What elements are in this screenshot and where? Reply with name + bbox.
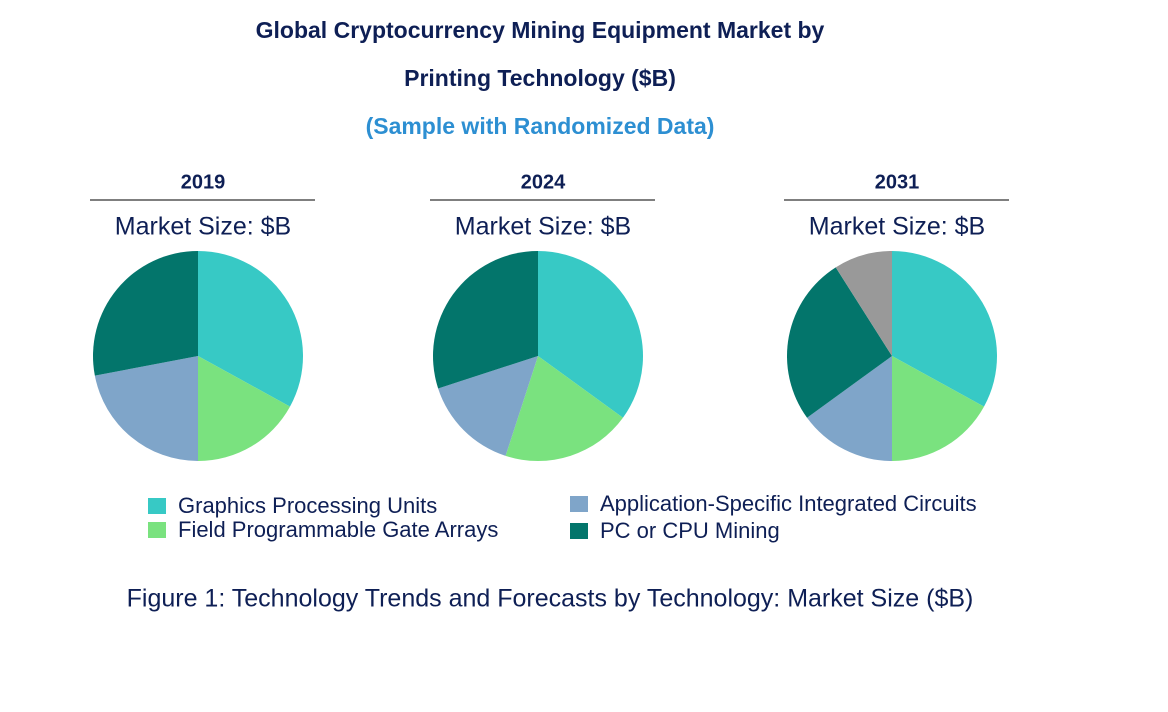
legend-swatch: [570, 496, 588, 512]
pie-slice: [94, 356, 198, 461]
legend-swatch: [148, 522, 166, 538]
pie-title: 2031: [875, 171, 920, 193]
legend-swatch: [570, 523, 588, 539]
legend-label: PC or CPU Mining: [600, 518, 780, 543]
pie-slice: [433, 251, 538, 389]
legend-label: Application-Specific Integrated Circuits: [600, 491, 977, 516]
pie-slice: [438, 356, 538, 456]
legend-swatch: [148, 498, 166, 514]
pie-slice: [807, 356, 892, 462]
pie-slice: [787, 267, 892, 418]
pie-slice: [892, 251, 998, 407]
pie-title: 2019: [181, 171, 226, 193]
caption: Figure 1: Technology Trends and Forecast…: [127, 585, 974, 613]
chart-title: Printing Technology ($B): [404, 65, 676, 91]
pie-slice: [538, 251, 644, 418]
legend-label: Field Programmable Gate Arrays: [178, 517, 498, 542]
pie-title: 2024: [521, 171, 566, 193]
pie-slice: [835, 251, 892, 356]
pie-subtitle: Market Size: $B: [809, 213, 985, 241]
chart-title: Global Cryptocurrency Mining Equipment M…: [256, 17, 825, 43]
pie-slice: [198, 251, 304, 407]
chart-subtitle: (Sample with Randomized Data): [366, 113, 715, 139]
pie-slice: [892, 356, 985, 461]
pie-subtitle: Market Size: $B: [455, 213, 631, 241]
pie-subtitle: Market Size: $B: [115, 213, 291, 241]
pie-slice: [198, 356, 291, 461]
legend-label: Graphics Processing Units: [178, 493, 437, 518]
pie-slice: [505, 356, 623, 462]
pie-slice: [92, 251, 198, 376]
